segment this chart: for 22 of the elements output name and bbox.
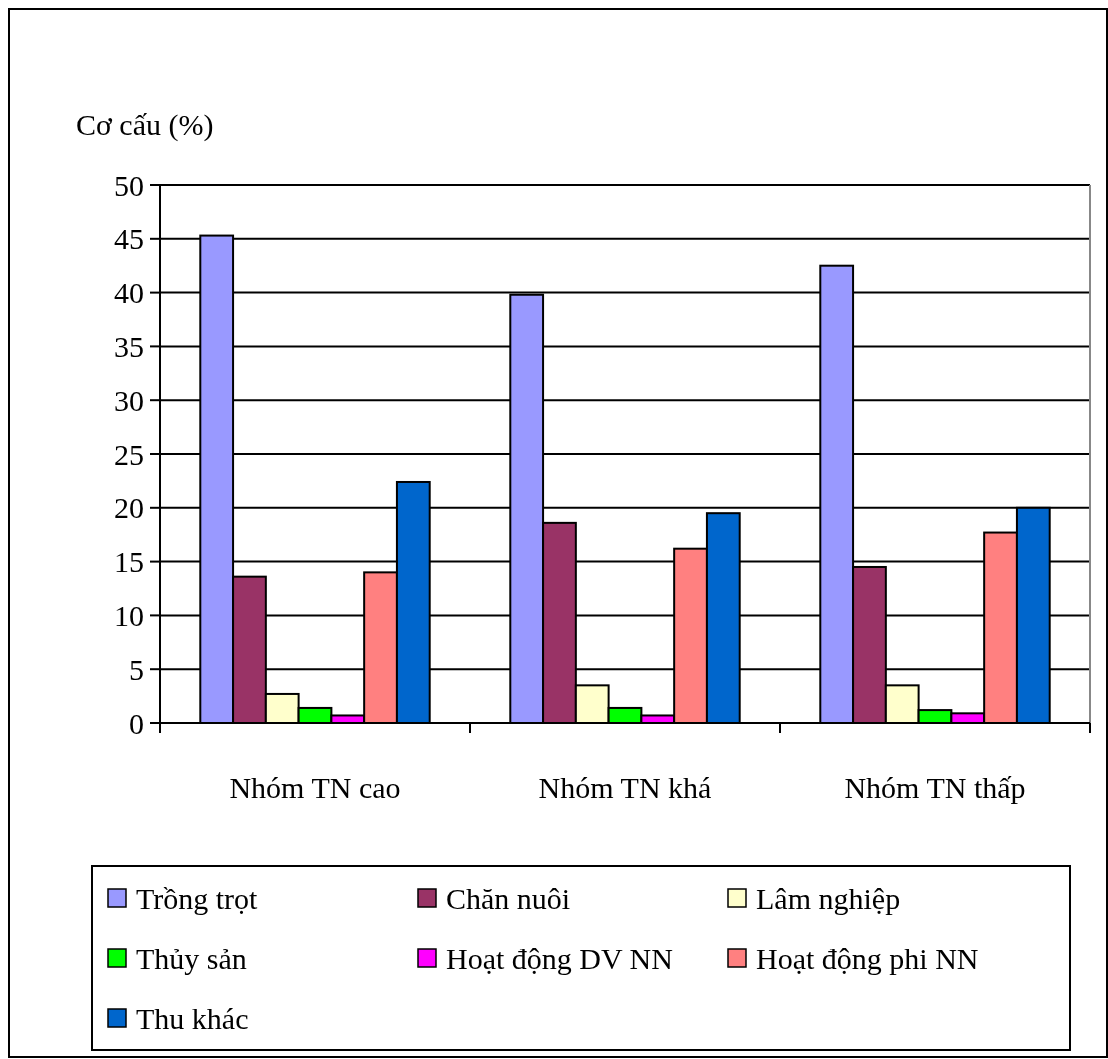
y-tick-label: 35 [114,329,144,363]
y-tick-label: 20 [114,491,144,525]
y-axis-title: Cơ cấu (%) [76,108,214,142]
x-tick-label: Nhóm TN cao [229,771,401,804]
y-tick-label: 40 [114,276,144,310]
x-tick-label: Nhóm TN khá [538,771,712,804]
legend-label: Chăn nuôi [446,881,571,915]
y-tick-label: 10 [114,598,144,632]
y-tick-label: 0 [129,706,144,740]
legend-label: Thu khác [136,1001,249,1035]
legend-label: Trồng trọt [136,881,259,915]
legend-label: Hoạt động DV NN [446,941,673,975]
y-tick-label: 45 [114,222,144,256]
y-tick-label: 15 [114,545,144,579]
y-tick-label: 25 [114,437,144,471]
y-tick-label: 30 [114,383,144,417]
y-tick-label: 5 [129,652,144,686]
y-tick-label: 50 [114,168,144,202]
legend-label: Lâm nghiệp [756,881,901,915]
x-tick-label: Nhóm TN thấp [844,771,1026,804]
legend-label: Thủy sản [136,941,247,975]
legend-label: Hoạt động phi NN [756,941,979,975]
